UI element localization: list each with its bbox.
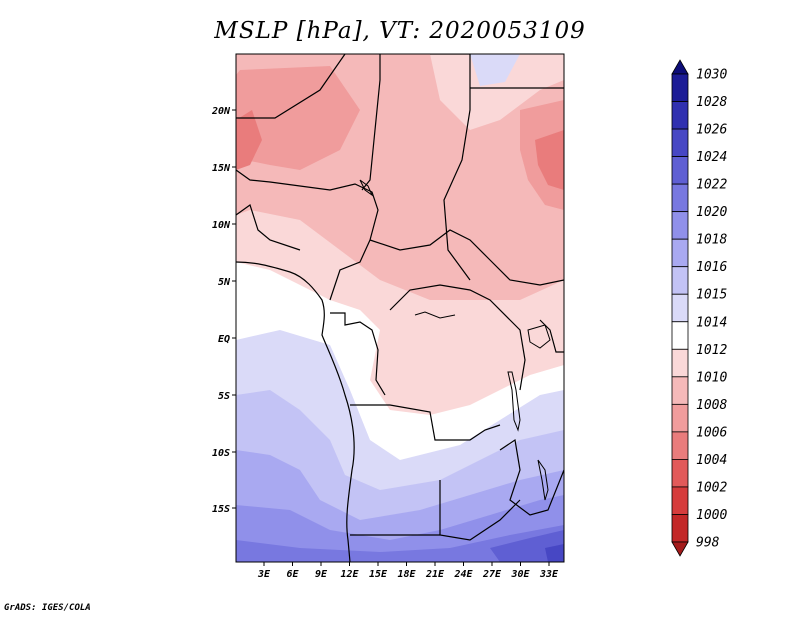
border-tanzania-mozambique (499, 438, 564, 516)
colorbar-label: 1020 (696, 205, 727, 220)
country-borders (236, 54, 564, 562)
lake-tanganyika (507, 371, 521, 432)
lakes (359, 179, 551, 501)
border-west-africa (236, 204, 301, 251)
lon-tick-label: 24E (453, 569, 473, 580)
colorbar-swatch (671, 293, 689, 323)
colorbar: 998 1000 1002 1004 1006 1008 1010 1012 1014 1015 1… (671, 59, 727, 557)
field-1006-east (535, 130, 564, 190)
colorbar-label: 1006 (696, 425, 727, 440)
lon-tick-label: 15E (369, 569, 388, 580)
border-chad-sudan (430, 54, 471, 281)
lon-tick-label: 33E (539, 569, 559, 580)
colorbar-label: 1022 (696, 178, 727, 193)
colorbar-label: 1002 (696, 480, 727, 495)
field-1022 (236, 525, 564, 562)
border-angola-drc (350, 404, 501, 441)
lake-chad (359, 179, 374, 197)
border-west-sahara (236, 54, 346, 119)
colorbar-swatch (671, 514, 689, 543)
border-car-south (369, 229, 564, 286)
border-gabon-congo (330, 312, 386, 396)
field-1024 (490, 530, 564, 562)
latitude-axis: 20N 15N 10N 5N EQ 5S 10S 15S (211, 106, 236, 515)
lon-tick-label: 12E (340, 569, 359, 580)
lat-tick-label: 5N (218, 277, 231, 288)
colorbar-swatch (671, 431, 689, 460)
colorbar-label: 1012 (696, 343, 727, 358)
border-zambia (439, 480, 521, 541)
coastline (236, 261, 355, 562)
colorbar-top-arrow (671, 59, 689, 75)
lon-tick-label: 21E (425, 569, 445, 580)
border-niger-chad (361, 54, 381, 191)
colorbar-swatch (671, 73, 689, 102)
colorbar-swatch (671, 459, 689, 488)
lon-tick-label: 6E (286, 569, 299, 580)
field-1008-west (236, 66, 360, 170)
lat-tick-label: 5S (218, 391, 230, 402)
lat-tick-label: 15S (212, 504, 230, 515)
colorbar-swatch (671, 211, 689, 240)
colorbar-swatch (671, 183, 689, 213)
colorbar-swatch (671, 403, 689, 433)
field-1006-west (236, 110, 262, 170)
colorbar-swatch (671, 321, 689, 350)
lat-tick-label: 10S (212, 448, 230, 459)
field-1026 (545, 544, 564, 562)
chart-title: MSLP [hPa], VT: 2020053109 (214, 18, 586, 44)
colorbar-swatch (671, 486, 689, 515)
grads-credit: GrADS: IGES/COLA (4, 603, 91, 613)
colorbar-swatch (671, 348, 689, 378)
lon-tick-label: 30E (510, 569, 530, 580)
colorbar-label: 1000 (696, 508, 727, 523)
field-1015-north (470, 54, 520, 86)
colorbar-swatch (671, 101, 689, 130)
colorbar-swatch (671, 376, 689, 405)
lon-tick-label: 9E (315, 569, 328, 580)
colorbar-label: 1028 (696, 95, 727, 110)
colorbar-swatch (671, 266, 689, 295)
colorbar-label: 1014 (696, 315, 727, 330)
lon-tick-label: 18E (397, 569, 416, 580)
colorbar-label: 1024 (696, 150, 727, 165)
lat-tick-label: EQ (218, 334, 230, 345)
lake-victoria (527, 324, 551, 349)
lat-tick-label: 20N (211, 106, 231, 117)
lat-tick-label: 10N (212, 220, 231, 231)
lon-tick-label: 27E (482, 569, 502, 580)
lon-tick-label: 3E (257, 569, 271, 580)
colorbar-swatch (671, 128, 689, 157)
colorbar-swatch (671, 156, 689, 185)
colorbar-bottom-arrow (671, 541, 689, 557)
border-drc-north (389, 284, 526, 391)
colorbar-label: 1018 (696, 233, 727, 248)
pressure-field (236, 54, 564, 562)
lat-tick-label: 15N (212, 163, 231, 174)
colorbar-label: 1030 (696, 68, 727, 83)
longitude-axis: 3E 6E 9E 12E 15E 18E 21E 24E 27E 30E 33E (257, 562, 559, 580)
colorbar-swatch (671, 238, 689, 268)
river-congo (414, 311, 456, 319)
lake-malawi (537, 459, 549, 501)
map-frame (235, 53, 565, 563)
colorbar-label: 1016 (696, 260, 727, 275)
colorbar-label: 1015 (696, 288, 727, 303)
colorbar-label: 1008 (696, 398, 727, 413)
colorbar-label: 1010 (696, 370, 727, 385)
colorbar-label: 1026 (696, 123, 727, 138)
colorbar-label: 1004 (696, 453, 727, 468)
colorbar-label: 998 (696, 536, 720, 551)
